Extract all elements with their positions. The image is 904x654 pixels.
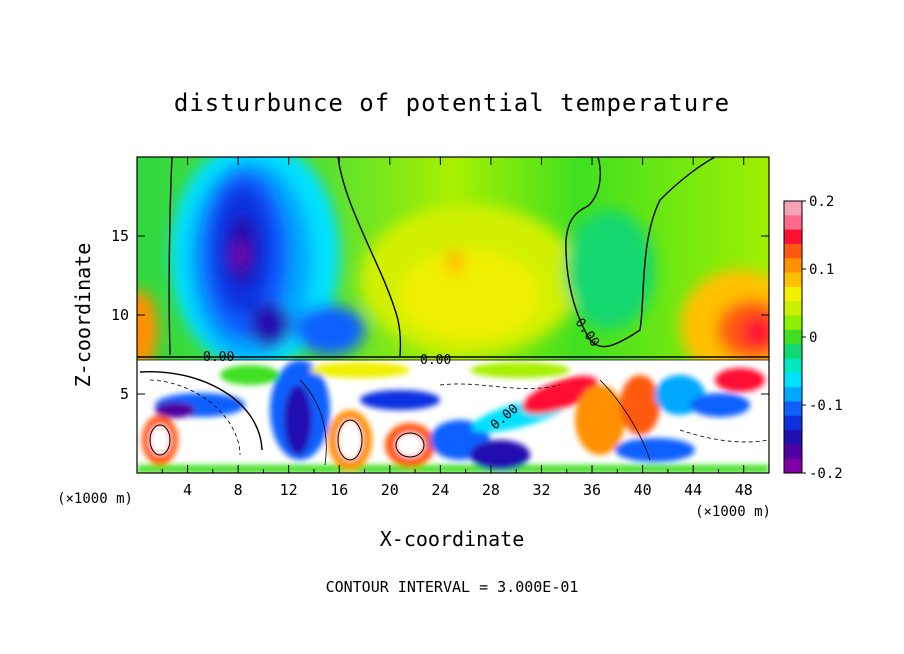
x-axis-label: X-coordinate xyxy=(380,527,525,551)
plot-area xyxy=(137,157,769,473)
colorbar-swatch xyxy=(784,286,802,302)
colorbar-swatch xyxy=(784,272,802,288)
x-unit-right: (×1000 m) xyxy=(695,504,771,520)
colorbar-swatch xyxy=(784,243,802,259)
x-tick-label: 4 xyxy=(183,481,192,499)
x-unit-left: (×1000 m) xyxy=(57,491,133,507)
colorbar-swatch xyxy=(784,444,802,460)
colorbar-swatch xyxy=(784,401,802,417)
colorbar-swatch xyxy=(784,344,802,359)
x-tick-label: 24 xyxy=(431,481,449,499)
x-tick-label: 36 xyxy=(583,481,601,499)
colorbar-swatch xyxy=(784,387,802,402)
colorbar-swatch xyxy=(784,415,802,431)
contour-label: 0.00 xyxy=(203,350,234,365)
y-axis: 5 10 15 xyxy=(111,227,769,403)
colorbar-tick-label: 0.2 xyxy=(809,194,834,210)
colorbar-tick-label: -0.1 xyxy=(809,398,843,414)
x-tick-label: 28 xyxy=(482,481,500,499)
colorbar-swatch xyxy=(784,301,802,317)
colorbar-swatch xyxy=(784,201,802,216)
x-tick-label: 20 xyxy=(381,481,399,499)
colorbar-swatch xyxy=(784,215,802,231)
x-tick-label: 44 xyxy=(684,481,702,499)
y-tick-label: 5 xyxy=(120,385,129,403)
colorbar-swatch xyxy=(784,258,802,274)
colorbar-tick-label: -0.2 xyxy=(809,466,843,482)
colorbar-tick-label: 0.1 xyxy=(809,262,834,278)
x-tick-label: 8 xyxy=(234,481,243,499)
colorbar-swatch xyxy=(784,458,802,474)
colorbar-tick-label: 0 xyxy=(809,330,817,346)
colorbar-ticks: 0.2 0.1 0 -0.1 -0.2 xyxy=(802,194,843,482)
colorbar-swatch xyxy=(784,430,802,445)
x-axis: 4 8 12 16 20 24 28 32 36 40 44 48 xyxy=(161,157,753,499)
contour-interval-footer: CONTOUR INTERVAL = 3.000E-01 xyxy=(326,578,579,596)
y-axis-label: Z-coordinate xyxy=(71,243,95,388)
colorbar-swatch xyxy=(784,229,802,245)
y-tick-label: 15 xyxy=(111,227,129,245)
x-tick-label: 12 xyxy=(280,481,298,499)
colorbar xyxy=(783,200,803,474)
x-tick-label: 48 xyxy=(735,481,753,499)
x-tick-label: 32 xyxy=(532,481,550,499)
x-tick-label: 40 xyxy=(634,481,652,499)
contour-label: 0.00 xyxy=(420,353,451,368)
colorbar-swatch xyxy=(784,315,802,331)
colorbar-swatch xyxy=(784,358,802,374)
colorbar-swatch xyxy=(784,372,802,388)
chart-title: disturbunce of potential temperature xyxy=(174,89,730,117)
y-tick-label: 10 xyxy=(111,306,129,324)
x-tick-label: 16 xyxy=(330,481,348,499)
colorbar-swatch xyxy=(784,329,802,345)
